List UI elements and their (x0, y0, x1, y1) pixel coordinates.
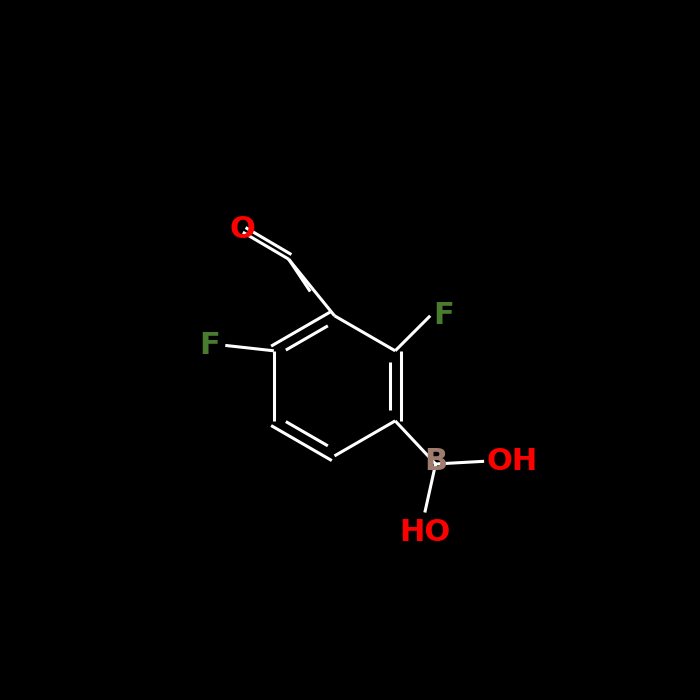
Text: OH: OH (486, 447, 538, 476)
Text: F: F (433, 301, 454, 330)
Text: HO: HO (399, 518, 450, 547)
Text: F: F (199, 331, 220, 360)
Text: B: B (424, 447, 447, 476)
Text: O: O (230, 215, 256, 244)
